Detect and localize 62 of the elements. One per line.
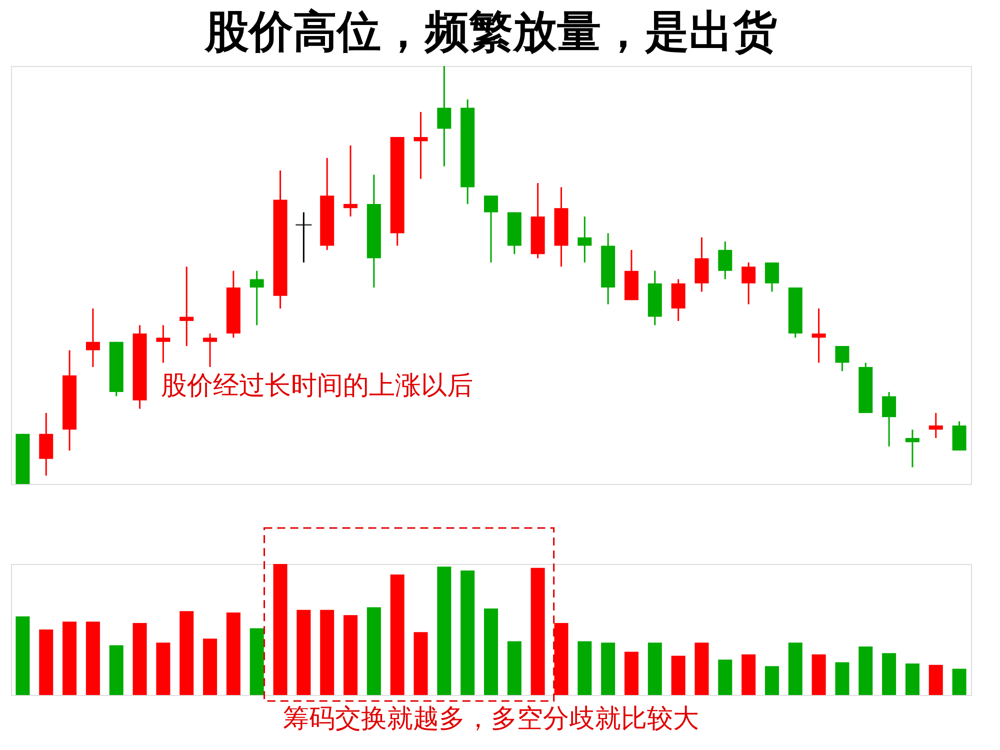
candlestick [203, 332, 218, 368]
candlestick [156, 324, 170, 364]
bar [16, 616, 30, 695]
text: 筹码交换就越多，多空分歧就比较大 [283, 704, 699, 734]
bar [578, 641, 592, 695]
bar [250, 628, 264, 695]
bar [624, 652, 638, 695]
bar [952, 668, 966, 695]
bar [858, 646, 873, 695]
bar [671, 656, 686, 695]
bar [86, 622, 100, 695]
bar [812, 654, 826, 695]
bar [344, 615, 358, 695]
annotation: 股价经过长时间的上涨以后 [161, 371, 473, 401]
bar [718, 660, 732, 695]
candlestick [882, 391, 896, 448]
candlestick [86, 308, 100, 368]
candlestick [835, 345, 850, 372]
bar [226, 612, 240, 695]
candlestick [437, 65, 452, 168]
candlestick [578, 216, 592, 264]
bar [484, 608, 498, 695]
bar [109, 645, 124, 695]
chart-title: 股价高位，频繁放量，是出货 [204, 6, 777, 58]
candlestick [742, 262, 756, 306]
bar [203, 638, 218, 695]
bar [62, 622, 77, 695]
candlestick [484, 194, 498, 264]
bar [507, 641, 522, 695]
bar [742, 654, 756, 695]
bar [928, 664, 943, 695]
candlestick [718, 240, 732, 280]
bar [530, 568, 545, 695]
bar [554, 622, 568, 695]
bar [414, 632, 428, 695]
bar [905, 664, 920, 695]
bar [296, 610, 311, 695]
bar [788, 642, 802, 695]
bar [882, 653, 896, 695]
bar [648, 642, 662, 695]
bar [156, 642, 170, 695]
candlestick [905, 428, 920, 468]
bar [273, 564, 288, 695]
candlestick [250, 270, 264, 326]
candlestick [928, 412, 943, 439]
bar [132, 622, 147, 695]
bar [39, 630, 54, 695]
bar [366, 607, 381, 695]
bar [180, 611, 194, 695]
bar [694, 642, 709, 695]
candlestick [344, 144, 358, 218]
candlestick [414, 111, 428, 180]
bar [390, 574, 404, 695]
bar [601, 642, 616, 695]
bar [460, 570, 475, 695]
candlestick [180, 266, 194, 347]
bar [764, 666, 779, 695]
bar [437, 566, 452, 695]
bar [320, 610, 334, 695]
candlestick [812, 308, 826, 364]
candlestick [764, 262, 779, 292]
bar [835, 662, 850, 695]
